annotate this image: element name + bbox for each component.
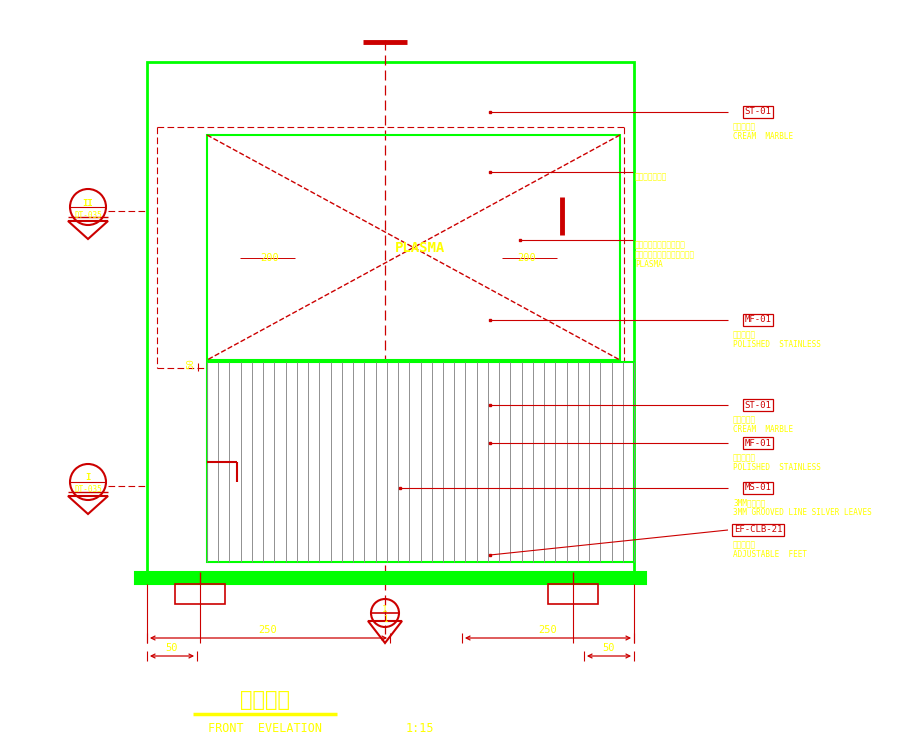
Text: 200: 200: [261, 253, 279, 263]
Text: CREAM  MARBLE: CREAM MARBLE: [733, 132, 793, 141]
Text: 50: 50: [165, 643, 178, 653]
Text: 盛光面对缝敢缝: 盛光面对缝敢缝: [635, 172, 667, 181]
Text: ST-01: ST-01: [745, 108, 772, 117]
Text: 1: 1: [383, 605, 388, 614]
Text: 颉钢不锈钔: 颉钢不锈钔: [733, 330, 756, 339]
Text: DT-035: DT-035: [74, 211, 102, 220]
Bar: [175, 584, 225, 604]
Text: 50: 50: [187, 358, 196, 369]
Text: 正平面图: 正平面图: [240, 690, 290, 710]
Text: DT-035: DT-035: [74, 486, 102, 495]
Text: 西班牙未石: 西班牙未石: [733, 415, 756, 424]
Text: 3MM GROOVED LINE SILVER LEAVES: 3MM GROOVED LINE SILVER LEAVES: [733, 508, 871, 517]
Bar: [207, 362, 634, 562]
Text: FRONT  EVELATION: FRONT EVELATION: [208, 721, 322, 735]
Text: EF-CLB-21: EF-CLB-21: [734, 526, 783, 535]
Text: PLASMA: PLASMA: [395, 241, 445, 255]
Text: 50: 50: [602, 643, 615, 653]
Text: 西班牙未石: 西班牙未石: [733, 122, 756, 131]
Text: 依据等离子屏的实际大小定）: 依据等离子屏的实际大小定）: [635, 250, 695, 259]
Bar: [548, 584, 598, 604]
Text: ADJUSTABLE  FEET: ADJUSTABLE FEET: [733, 550, 807, 559]
Text: POLISHED  STAINLESS: POLISHED STAINLESS: [733, 463, 821, 472]
Text: 200: 200: [517, 253, 536, 263]
Text: 1:15: 1:15: [406, 721, 434, 735]
Text: POLISHED  STAINLESS: POLISHED STAINLESS: [733, 340, 821, 349]
Text: MS-01: MS-01: [745, 484, 772, 493]
Text: ST-01: ST-01: [745, 401, 772, 410]
Text: 颉钢不锈钔: 颉钢不锈钔: [733, 453, 756, 462]
Bar: [135, 572, 646, 584]
Text: 250: 250: [259, 625, 277, 635]
Text: II: II: [82, 199, 93, 208]
Text: 3MM镜面镶缝: 3MM镜面镶缝: [733, 498, 765, 507]
Text: MF-01: MF-01: [745, 438, 772, 447]
Text: 250: 250: [539, 625, 557, 635]
Text: 1: 1: [383, 614, 387, 623]
Bar: [207, 135, 620, 360]
Text: 等离子显示屏（开孔尺寸: 等离子显示屏（开孔尺寸: [635, 240, 686, 249]
Text: 可调节脊座: 可调节脊座: [733, 540, 756, 549]
Bar: [147, 62, 634, 572]
Text: PLASMA: PLASMA: [635, 260, 663, 269]
Text: I: I: [85, 474, 91, 483]
Text: CREAM  MARBLE: CREAM MARBLE: [733, 425, 793, 434]
Text: MF-01: MF-01: [745, 316, 772, 325]
